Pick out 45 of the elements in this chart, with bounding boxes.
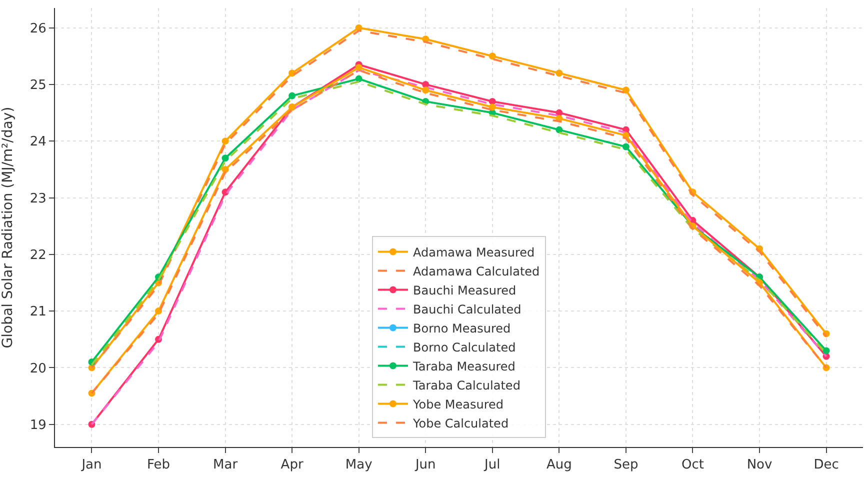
legend-label: Adamawa Calculated [413,264,540,278]
legend-label: Yobe Measured [412,397,504,412]
x-tick-label: Jan [80,458,102,473]
point [556,126,563,134]
point [222,138,229,145]
point [556,70,563,77]
legend-label: Borno Calculated [413,340,516,354]
y-tick-label: 25 [30,78,46,94]
point [488,104,496,111]
y-tick-label: 22 [30,248,46,263]
point [622,143,630,150]
x-tick-label: Feb [146,458,170,473]
x-tick-label: Sep [614,458,638,473]
point [288,70,296,77]
point [488,52,496,60]
point [222,154,229,162]
point [422,86,430,94]
legend-label: Adamawa Measured [413,245,535,260]
legend-label: Bauchi Measured [413,283,516,298]
point [355,64,362,71]
x-tick-label: Mar [213,458,238,473]
point [822,347,830,354]
x-tick-label: Nov [746,458,772,473]
x-tick-label: Jul [484,458,500,473]
y-tick-label: 24 [30,134,46,150]
legend-label: Bauchi Calculated [413,302,522,316]
y-axis-title: Global Solar Radiation (MJ/m²/day) [0,106,16,348]
legend-label: Taraba Measured [412,359,516,374]
legend-label: Taraba Calculated [412,378,520,392]
y-tick-label: 19 [30,418,46,433]
x-tick-label: Aug [546,458,572,473]
y-tick-label: 20 [30,361,46,376]
x-tick-label: May [345,458,373,473]
x-tick-label: Oct [681,458,704,473]
point [622,86,630,94]
legend-label: Yobe Calculated [412,416,509,430]
x-tick-label: Apr [280,458,304,473]
x-tick-label: Dec [814,458,839,473]
legend-label: Borno Measured [413,321,511,336]
y-tick-label: 21 [30,304,46,320]
point [155,308,162,315]
y-tick-label: 26 [30,21,46,36]
y-tick-label: 23 [30,191,46,206]
x-tick-label: Jun [414,458,436,473]
point [288,92,296,100]
